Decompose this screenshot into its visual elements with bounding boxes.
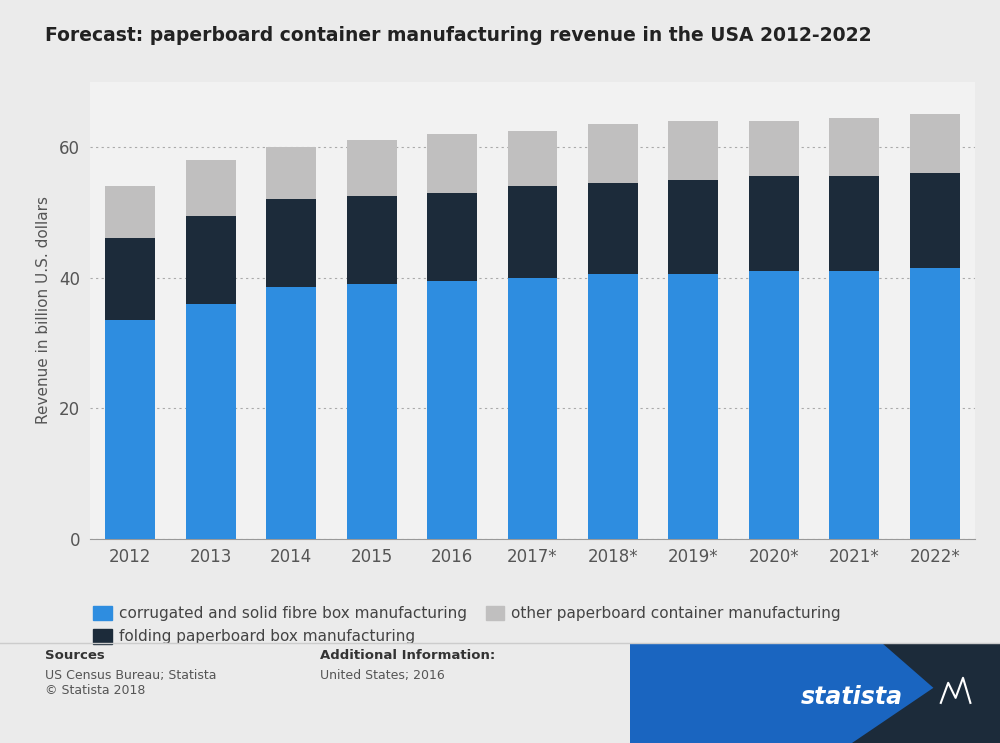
Bar [347,140,397,196]
Bar [266,288,316,539]
Bar [588,274,638,539]
Bar [910,173,960,267]
Bar [266,147,316,199]
Text: United States; 2016: United States; 2016 [320,669,445,682]
Bar [427,281,477,539]
Bar [508,131,557,186]
Bar [749,176,799,271]
Bar [347,284,397,539]
Bar [186,160,236,215]
Bar [668,180,718,274]
Bar [186,215,236,304]
Text: statista: statista [801,685,903,709]
Bar [829,176,879,271]
Text: Additional Information:: Additional Information: [320,649,495,661]
Bar [186,304,236,539]
Bar [910,114,960,173]
Text: US Census Bureau; Statista
© Statista 2018: US Census Bureau; Statista © Statista 20… [45,669,216,698]
Bar [749,121,799,176]
Polygon shape [630,643,1000,743]
Text: Sources: Sources [45,649,105,661]
Bar [829,271,879,539]
Bar [910,267,960,539]
Bar [427,192,477,281]
Bar [668,274,718,539]
Text: Forecast: paperboard container manufacturing revenue in the USA 2012-2022: Forecast: paperboard container manufactu… [45,26,872,45]
Bar [749,271,799,539]
Bar [105,320,155,539]
Bar [105,239,155,320]
Bar [588,183,638,274]
Bar [508,186,557,278]
Bar [829,117,879,176]
Bar [508,278,557,539]
Polygon shape [630,643,933,743]
Bar [668,121,718,180]
Bar [347,196,397,284]
Bar [588,124,638,183]
Bar [266,199,316,288]
Y-axis label: Revenue in billion U.S. dollars: Revenue in billion U.S. dollars [36,196,51,424]
Bar [105,186,155,239]
Legend: corrugated and solid fibre box manufacturing, folding paperboard box manufacturi: corrugated and solid fibre box manufactu… [93,606,841,644]
Bar [427,134,477,192]
